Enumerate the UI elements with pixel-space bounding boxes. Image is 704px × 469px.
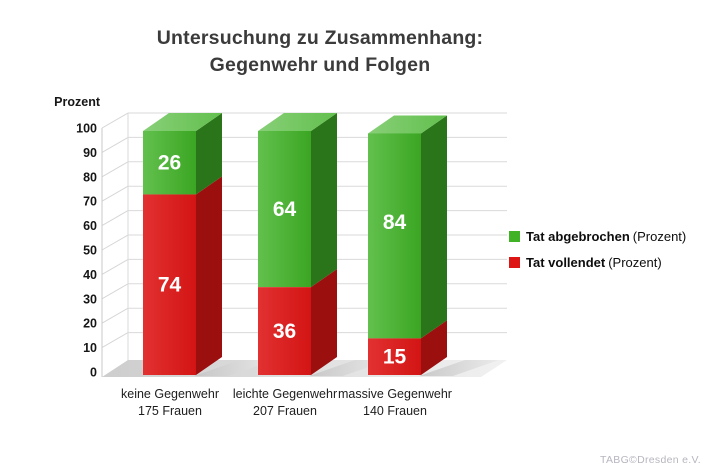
y-tick-label: 40 [83, 268, 97, 282]
y-tick-label: 70 [83, 195, 97, 209]
x-axis-label-massive: massive Gegenwehr 140 Frauen [315, 386, 475, 420]
y-tick-label: 60 [83, 219, 97, 233]
category-name: keine Gegenwehr [121, 387, 219, 401]
value-label-vollendet: 36 [273, 320, 296, 343]
bar-segment-vollendet [368, 338, 421, 375]
bar-side-green [196, 113, 222, 195]
category-count: 207 Frauen [253, 404, 317, 418]
value-label-abgebrochen: 26 [158, 152, 181, 175]
bar-top-green [143, 113, 222, 131]
y-tick-label: 80 [83, 170, 97, 184]
chart-title: Untersuchung zu Zusammenhang: Gegenwehr … [0, 25, 640, 79]
bar-segment-abgebrochen [258, 131, 311, 288]
tick-connector [101, 161, 129, 178]
bar-top-green [368, 115, 447, 134]
tick-connector [101, 258, 129, 275]
value-label-abgebrochen: 64 [273, 198, 297, 221]
bar-side-red [311, 269, 337, 375]
category-count: 140 Frauen [363, 404, 427, 418]
y-tick-label: 0 [90, 366, 97, 380]
legend-label: Tat abgebrochen [526, 229, 630, 244]
y-tick-label: 10 [83, 341, 97, 355]
x-axis-label-keine: keine Gegenwehr 175 Frauen [90, 386, 250, 420]
bar-shadow [419, 360, 499, 376]
tick-connector [101, 307, 129, 324]
y-tick-label: 30 [83, 292, 97, 306]
bar-group-1: 64 36 [258, 113, 337, 375]
y-axis-title: Prozent [54, 95, 100, 109]
bar-side-red [421, 320, 447, 375]
y-tick-label: 20 [83, 317, 97, 331]
bar-group-0: 26 74 [143, 113, 222, 375]
x-axis-label-leichte: leichte Gegenwehr 207 Frauen [205, 386, 365, 420]
value-label-vollendet: 15 [383, 346, 407, 369]
value-label-abgebrochen: 84 [383, 211, 407, 234]
bar-side-green [311, 113, 337, 288]
value-label-vollendet: 74 [158, 274, 182, 297]
legend-item-tat-abgebrochen: Tat abgebrochen (Prozent) [509, 229, 686, 244]
legend-item-tat-vollendet: Tat vollendet (Prozent) [509, 255, 686, 270]
tick-connector [101, 283, 129, 300]
y-tick-label: 50 [83, 244, 97, 258]
tick-connector [101, 210, 129, 227]
bar-side-red [196, 176, 222, 375]
bar-shadow [194, 360, 274, 376]
tick-connector [101, 112, 129, 129]
chart-title-line1: Untersuchung zu Zusammenhang: [156, 27, 484, 49]
legend-suffix: (Prozent) [608, 255, 662, 270]
tick-connector [101, 234, 129, 251]
chart-title-line2: Gegenwehr und Folgen [209, 54, 431, 76]
category-count: 175 Frauen [138, 404, 202, 418]
y-tick-label: 100 [76, 122, 97, 136]
bar-group-2: 84 15 [368, 115, 447, 375]
y-tick-label: 90 [83, 146, 97, 160]
bar-segment-abgebrochen [143, 131, 196, 195]
watermark: TABG©Dresden e.V. [600, 454, 701, 466]
bar-top-green [258, 113, 337, 131]
bar-segment-vollendet [258, 287, 311, 375]
tick-connector [101, 185, 129, 202]
legend-suffix: (Prozent) [632, 229, 687, 244]
tick-connector [101, 332, 129, 349]
category-name: leichte Gegenwehr [232, 387, 338, 401]
category-name: massive Gegenwehr [338, 387, 452, 401]
tick-connector [101, 136, 129, 153]
legend-swatch-red [509, 257, 520, 268]
legend-label: Tat vollendet [526, 255, 606, 270]
bar-segment-vollendet [143, 194, 196, 375]
legend: Tat abgebrochen (Prozent) Tat vollendet … [509, 229, 686, 281]
bar-segment-abgebrochen [368, 133, 421, 339]
bar-side-green [421, 115, 447, 339]
legend-swatch-green [509, 231, 520, 242]
